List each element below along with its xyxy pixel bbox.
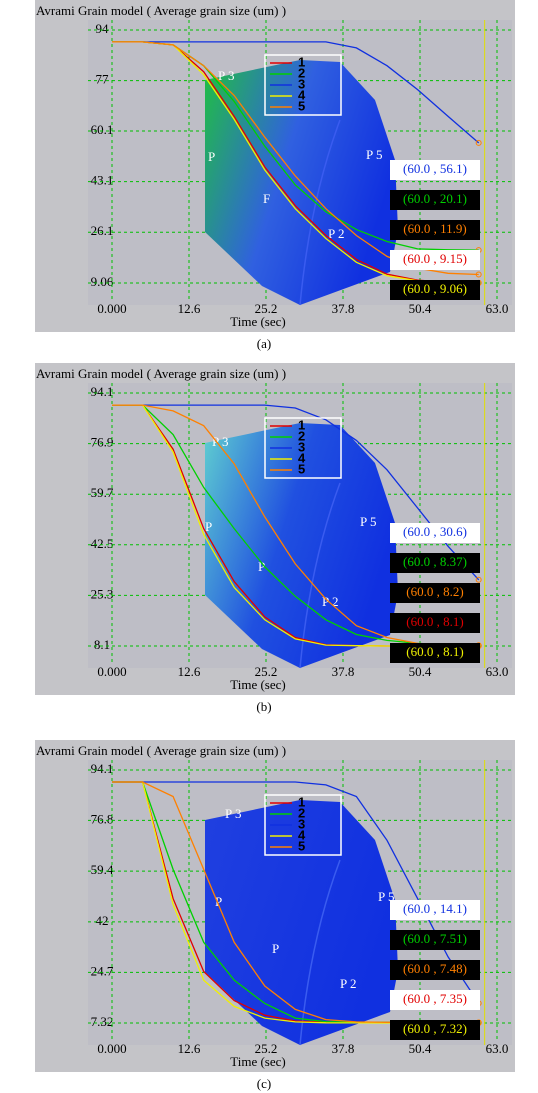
y-tick-label: 59.7 — [91, 485, 114, 500]
value-label: (60.0 , 9.06) — [403, 281, 467, 296]
y-tick-label: 9.06 — [91, 274, 114, 289]
y-tick-label: 94.1 — [91, 384, 114, 399]
point-annotation: F — [263, 191, 270, 206]
x-tick-label: 37.8 — [332, 664, 355, 679]
point-annotation: P 3 — [225, 806, 242, 821]
value-label: (60.0 , 14.1) — [403, 901, 467, 916]
x-tick-label: 12.6 — [178, 1041, 201, 1056]
legend-label: 5 — [298, 838, 305, 853]
y-tick-label: 76.9 — [91, 435, 114, 450]
point-annotation: P 3 — [218, 68, 235, 83]
y-tick-label: 8.1 — [94, 637, 110, 652]
caption: (a) — [257, 336, 271, 351]
y-tick-label: 94.1 — [91, 761, 114, 776]
x-tick-label: 50.4 — [409, 301, 432, 316]
value-label: (60.0 , 7.48) — [403, 961, 467, 976]
value-label: (60.0 , 7.51) — [403, 931, 467, 946]
y-tick-label: 42 — [96, 913, 109, 928]
value-label: (60.0 , 30.6) — [403, 524, 467, 539]
y-tick-label: 7.32 — [91, 1014, 114, 1029]
value-label: (60.0 , 20.1) — [403, 191, 467, 206]
x-tick-label: 0.000 — [97, 1041, 126, 1056]
chart-title: Avrami Grain model ( Average grain size … — [36, 366, 286, 381]
y-tick-label: 94 — [96, 21, 110, 36]
value-label: (60.0 , 7.35) — [403, 991, 467, 1006]
chart-title: Avrami Grain model ( Average grain size … — [36, 743, 286, 758]
y-tick-label: 24.7 — [91, 963, 114, 978]
point-annotation: P 2 — [340, 976, 357, 991]
x-tick-label: 37.8 — [332, 1041, 355, 1056]
chart-title: Avrami Grain model ( Average grain size … — [36, 3, 286, 18]
point-annotation: P 2 — [322, 594, 339, 609]
y-tick-label: 26.1 — [91, 223, 114, 238]
value-label: (60.0 , 8.2) — [406, 584, 463, 599]
y-tick-label: 76.8 — [91, 811, 114, 826]
value-label: (60.0 , 9.15) — [403, 251, 467, 266]
point-annotation: P 5 — [360, 514, 377, 529]
y-tick-label: 25.3 — [91, 586, 114, 601]
value-label: (60.0 , 56.1) — [403, 161, 467, 176]
y-tick-label: 42.5 — [91, 536, 114, 551]
value-label: (60.0 , 7.32) — [403, 1021, 467, 1036]
y-tick-label: 43.1 — [91, 173, 114, 188]
x-tick-label: 50.4 — [409, 1041, 432, 1056]
point-annotation: P 5 — [366, 147, 383, 162]
caption: (c) — [257, 1076, 271, 1091]
x-tick-label: 0.000 — [97, 664, 126, 679]
x-axis-label: Time (sec) — [230, 314, 286, 329]
caption: (b) — [256, 699, 271, 714]
x-tick-label: 50.4 — [409, 664, 432, 679]
x-axis-label: Time (sec) — [230, 677, 286, 692]
x-axis-label: Time (sec) — [230, 1054, 286, 1069]
y-tick-label: 77 — [96, 72, 110, 87]
legend-label: 5 — [298, 98, 305, 113]
value-label: (60.0 , 8.37) — [403, 554, 467, 569]
x-tick-label: 63.0 — [486, 664, 509, 679]
value-label: (60.0 , 8.1) — [406, 614, 463, 629]
point-annotation: P — [272, 941, 279, 956]
y-tick-label: 59.4 — [91, 862, 114, 877]
y-tick-label: 60.1 — [91, 122, 114, 137]
x-tick-label: 63.0 — [486, 301, 509, 316]
value-label: (60.0 , 11.9) — [403, 221, 466, 236]
x-tick-label: 12.6 — [178, 301, 201, 316]
x-tick-label: 63.0 — [486, 1041, 509, 1056]
legend-label: 5 — [298, 461, 305, 476]
x-tick-label: 0.000 — [97, 301, 126, 316]
x-tick-label: 12.6 — [178, 664, 201, 679]
figure: Avrami Grain model ( Average grain size … — [0, 0, 538, 1093]
point-annotation: P — [208, 149, 215, 164]
value-label: (60.0 , 8.1) — [406, 644, 463, 659]
x-tick-label: 37.8 — [332, 301, 355, 316]
